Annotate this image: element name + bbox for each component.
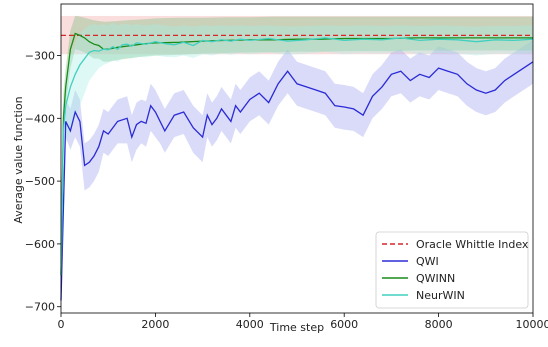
legend-label: Oracle Whittle Index — [416, 238, 529, 251]
y-tick-label: −500 — [25, 175, 55, 188]
y-tick-label: −600 — [25, 238, 55, 251]
y-axis-label: Average value function — [12, 96, 25, 223]
legend-label: QWI — [416, 255, 439, 268]
x-tick-label: 10000 — [516, 318, 548, 331]
x-axis-label: Time step — [269, 321, 324, 334]
x-tick-label: 6000 — [330, 318, 358, 331]
y-tick-label: −400 — [25, 112, 55, 125]
x-tick-label: 0 — [58, 318, 65, 331]
y-tick-label: −700 — [25, 301, 55, 314]
legend-label: QWINN — [416, 272, 455, 285]
legend-label: NeurWIN — [416, 289, 465, 302]
x-tick-label: 8000 — [425, 318, 453, 331]
legend: Oracle Whittle Index QWI QWINN NeurWIN — [376, 232, 529, 308]
y-tick-label: −300 — [25, 50, 55, 63]
x-tick-label: 4000 — [236, 318, 264, 331]
x-tick-label: 2000 — [141, 318, 169, 331]
